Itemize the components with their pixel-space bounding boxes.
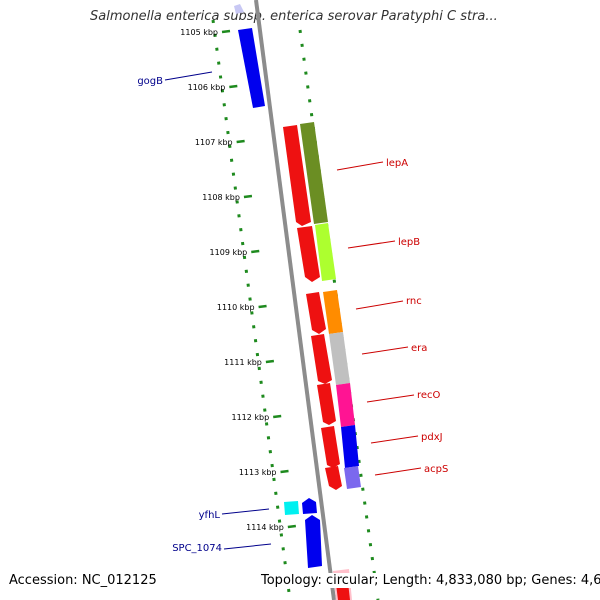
topology-summary: Topology: circular; Length: 4,833,080 bp… — [261, 573, 600, 588]
tick-label: 1106 kbp — [188, 83, 226, 92]
gene-labels: gogB lepA lepB rnc era recO pdxJ acpS yf… — [137, 76, 448, 554]
genome-backbone — [254, 0, 336, 600]
tick-mark — [265, 359, 275, 364]
tick-mark — [243, 194, 253, 199]
gene-label-yfhL[interactable]: yfhL — [199, 510, 221, 521]
gene-block-acpS[interactable] — [344, 466, 361, 489]
tick-mark — [251, 249, 260, 254]
tick-mark — [280, 469, 289, 474]
gene-label-SPC_1074[interactable]: SPC_1074 — [172, 543, 222, 554]
tick-label: 1108 kbp — [202, 193, 240, 202]
map-title: Salmonella enterica subsp. enterica sero… — [90, 9, 498, 24]
gene-block-lepB[interactable] — [315, 223, 336, 281]
gene-label-lepB[interactable]: lepB — [398, 237, 420, 248]
tick-label: 1109 kbp — [210, 248, 248, 257]
gene-leader-lines — [164, 71, 422, 550]
gene-block-yfhL[interactable] — [284, 501, 299, 515]
gene-label-recO[interactable]: recO — [417, 390, 441, 401]
gene-arrow-SPC_1074[interactable] — [305, 515, 322, 568]
tick-mark — [258, 304, 267, 309]
tick-label: 1112 kbp — [232, 413, 270, 422]
gene-block-lepA[interactable] — [300, 122, 328, 224]
gene-label-lepA[interactable]: lepA — [386, 158, 408, 169]
tick-label: 1111 kbp — [224, 358, 262, 367]
tick-label: 1110 kbp — [217, 303, 255, 312]
tick-mark — [287, 524, 296, 529]
gene-arrow-era-cds[interactable] — [311, 334, 332, 384]
tick-group: 1105 kbp 1106 kbp 1107 kbp 1108 kbp 1109 kbp… — [180, 28, 304, 587]
tick-mark — [221, 29, 231, 34]
gene-arrow-yfhL[interactable] — [302, 498, 317, 514]
tick-mark — [236, 139, 245, 144]
gene-block-recO[interactable] — [336, 383, 355, 427]
tick-label: 1114 kbp — [246, 523, 284, 532]
tick-label: 1107 kbp — [195, 138, 233, 147]
accession-text: Accession: NC_012125 — [9, 573, 157, 588]
gene-block-era[interactable] — [329, 332, 350, 385]
gene-label-era[interactable]: era — [411, 343, 427, 354]
gene-block-rnc[interactable] — [323, 290, 343, 334]
tick-label: 1105 kbp — [180, 28, 218, 37]
gene-arrow-lepB-cds[interactable] — [297, 226, 320, 282]
gene-label-gogB[interactable]: gogB — [137, 76, 163, 87]
tick-mark — [229, 84, 238, 89]
gene-arrow-acpS-cds[interactable] — [325, 466, 342, 490]
tick-mark — [273, 414, 282, 419]
gene-arrow-lepA-cds[interactable] — [283, 125, 311, 226]
gene-label-rnc[interactable]: rnc — [406, 296, 422, 307]
tick-label: 1113 kbp — [239, 468, 277, 477]
gene-arrow-gogB[interactable] — [238, 28, 265, 108]
gene-label-acpS[interactable]: acpS — [424, 464, 448, 475]
gene-arrow-gogB[interactable] — [234, 4, 244, 14]
gene-arrow-pdxJ-cds[interactable] — [321, 426, 340, 468]
gene-block-pdxJ[interactable] — [341, 425, 359, 468]
gene-arrow-recO-cds[interactable] — [317, 383, 336, 425]
gene-arrow-rnc-cds[interactable] — [306, 292, 326, 334]
gene-label-pdxJ[interactable]: pdxJ — [421, 432, 443, 443]
